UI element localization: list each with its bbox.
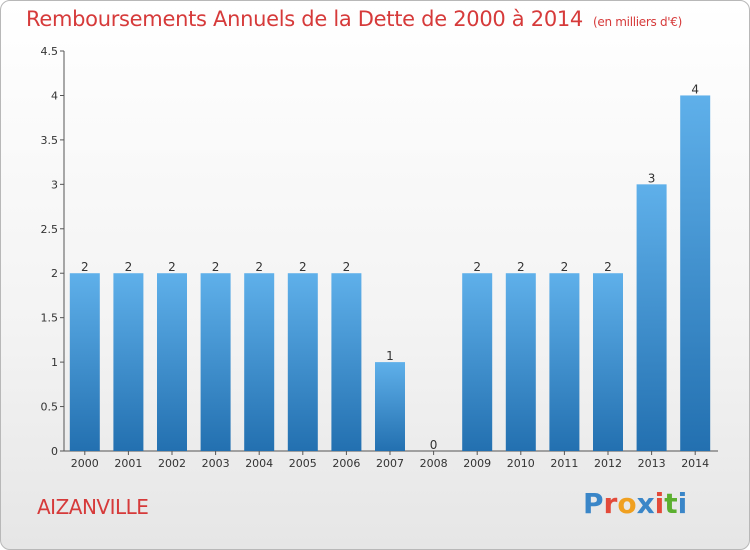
y-tick-label: 3.5	[41, 134, 59, 147]
commune-name: AIZANVILLE	[37, 495, 149, 519]
x-tick-label: 2011	[550, 457, 578, 470]
x-tick-label: 2009	[463, 457, 491, 470]
x-tick-label: 2006	[332, 457, 360, 470]
x-tick-label: 2007	[376, 457, 404, 470]
y-tick-label: 4.5	[41, 45, 59, 58]
bar	[593, 273, 623, 451]
bar-value-label: 2	[212, 260, 220, 274]
logo-letter: i	[677, 487, 688, 520]
y-tick-label: 4	[51, 89, 58, 102]
title-text: Remboursements Annuels de la Dette de 20…	[26, 7, 583, 31]
x-tick-label: 2004	[245, 457, 273, 470]
bar-value-label: 2	[517, 260, 525, 274]
bar	[331, 273, 362, 451]
bar-value-label: 2	[255, 260, 263, 274]
bar	[157, 273, 187, 451]
bar-value-label: 2	[299, 260, 307, 274]
logo-letter: i	[654, 487, 665, 520]
y-tick-label: 1.5	[41, 312, 59, 325]
bar-value-label: 2	[168, 260, 176, 274]
y-tick-label: 2.5	[41, 223, 59, 236]
y-tick-label: 3	[51, 178, 58, 191]
logo-letter: x	[636, 487, 655, 520]
bar-value-label: 2	[125, 260, 133, 274]
x-tick-label: 2014	[681, 457, 709, 470]
bar	[549, 273, 580, 451]
logo-letter: r	[603, 487, 618, 520]
bar	[69, 273, 100, 451]
bar-value-label: 1	[386, 349, 394, 363]
bar	[244, 273, 275, 451]
bar	[680, 95, 711, 451]
bar-value-label: 3	[648, 171, 656, 185]
chart-title: Remboursements Annuels de la Dette de 20…	[26, 7, 682, 31]
bar-value-label: 4	[691, 82, 699, 96]
bar-value-label: 0	[430, 438, 438, 452]
bar	[462, 273, 493, 451]
x-tick-label: 2003	[202, 457, 230, 470]
bar	[636, 184, 667, 452]
y-tick-label: 1	[51, 356, 58, 369]
bar-value-label: 2	[561, 260, 569, 274]
y-tick-label: 0.5	[41, 401, 59, 414]
bar-value-label: 2	[343, 260, 351, 274]
x-tick-label: 2002	[158, 457, 186, 470]
x-tick-label: 2000	[71, 457, 99, 470]
bar	[200, 273, 231, 451]
logo-letter: o	[617, 487, 637, 520]
x-tick-label: 2010	[507, 457, 535, 470]
proxiti-logo: Proxiti	[583, 487, 687, 520]
y-tick-label: 0	[51, 445, 58, 458]
bar	[113, 273, 144, 451]
title-unit: (en milliers d'€)	[593, 15, 683, 29]
x-tick-label: 2008	[420, 457, 448, 470]
x-tick-label: 2005	[289, 457, 317, 470]
bar-value-label: 2	[473, 260, 481, 274]
bar-value-label: 2	[81, 260, 89, 274]
x-tick-label: 2012	[594, 457, 622, 470]
x-tick-label: 2013	[638, 457, 666, 470]
bar	[505, 273, 536, 451]
bar-value-label: 2	[604, 260, 612, 274]
y-tick-label: 2	[51, 267, 58, 280]
bar	[287, 273, 318, 451]
logo-letter: t	[664, 487, 678, 520]
x-tick-label: 2001	[114, 457, 142, 470]
bar	[375, 362, 405, 451]
logo-letter: P	[583, 487, 604, 520]
